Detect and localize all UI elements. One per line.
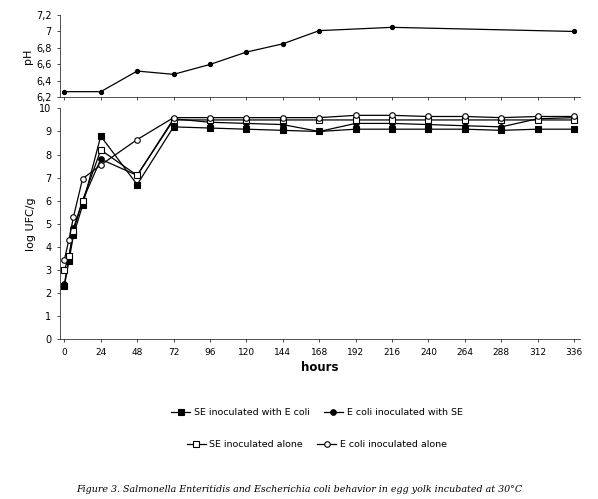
E coli inoculated with SE [534,116,541,122]
SE inoculated alone [388,117,395,123]
Y-axis label: log UFC/g: log UFC/g [26,197,36,250]
Legend: SE inoculated with E coli, E coli inoculated with SE: SE inoculated with E coli, E coli inocul… [171,408,463,417]
SE inoculated with E coli [97,133,104,139]
E coli inoculated with SE [206,119,213,125]
Line: SE inoculated with E coli: SE inoculated with E coli [62,124,576,289]
E coli inoculated with SE [388,120,395,126]
SE inoculated with E coli [425,126,432,132]
E coli inoculated with SE [243,120,250,126]
SE inoculated alone [170,117,177,123]
SE inoculated with E coli [170,124,177,130]
E coli inoculated alone [279,115,286,121]
E coli inoculated with SE [70,226,77,232]
Line: SE inoculated alone: SE inoculated alone [62,117,576,273]
E coli inoculated alone [570,113,578,119]
SE inoculated alone [279,117,286,123]
SE inoculated alone [243,117,250,123]
E coli inoculated alone [170,115,177,121]
E coli inoculated alone [97,162,104,168]
E coli inoculated alone [206,115,213,121]
SE inoculated with E coli [133,182,141,188]
SE inoculated alone [316,117,323,123]
SE inoculated alone [570,117,578,123]
E coli inoculated alone [79,176,86,182]
E coli inoculated alone [243,115,250,121]
SE inoculated with E coli [279,127,286,133]
SE inoculated with E coli [352,126,359,132]
Line: E coli inoculated with SE: E coli inoculated with SE [62,115,576,287]
E coli inoculated with SE [79,198,86,204]
Text: Figure 3. Salmonella Enteritidis and Escherichia coli behavior in egg yolk incub: Figure 3. Salmonella Enteritidis and Esc… [76,485,522,494]
SE inoculated alone [61,267,68,273]
SE inoculated alone [65,253,72,259]
SE inoculated alone [79,198,86,204]
SE inoculated with E coli [388,126,395,132]
E coli inoculated with SE [97,156,104,162]
E coli inoculated with SE [133,172,141,178]
SE inoculated alone [133,172,141,178]
SE inoculated with E coli [570,126,578,132]
E coli inoculated with SE [170,116,177,122]
X-axis label: hours: hours [301,361,338,374]
E coli inoculated alone [534,113,541,119]
E coli inoculated alone [388,112,395,118]
SE inoculated with E coli [461,126,468,132]
E coli inoculated with SE [498,124,505,130]
E coli inoculated with SE [61,281,68,287]
E coli inoculated alone [316,115,323,121]
E coli inoculated with SE [352,120,359,126]
E coli inoculated alone [70,214,77,220]
E coli inoculated alone [498,115,505,121]
SE inoculated with E coli [70,233,77,239]
Legend: SE inoculated alone, E coli inoculated alone: SE inoculated alone, E coli inoculated a… [187,441,447,450]
SE inoculated with E coli [316,129,323,135]
E coli inoculated alone [133,137,141,143]
SE inoculated with E coli [79,203,86,209]
SE inoculated alone [425,117,432,123]
SE inoculated alone [498,117,505,123]
E coli inoculated with SE [279,122,286,128]
SE inoculated alone [534,117,541,123]
SE inoculated with E coli [534,126,541,132]
SE inoculated with E coli [243,126,250,132]
SE inoculated with E coli [61,283,68,289]
SE inoculated alone [461,117,468,123]
E coli inoculated with SE [316,129,323,135]
Y-axis label: pH: pH [23,48,33,64]
Line: E coli inoculated alone: E coli inoculated alone [62,113,576,262]
SE inoculated alone [206,117,213,123]
SE inoculated with E coli [206,125,213,131]
SE inoculated alone [352,117,359,123]
E coli inoculated with SE [65,255,72,261]
E coli inoculated alone [352,112,359,118]
SE inoculated with E coli [65,258,72,264]
E coli inoculated alone [425,113,432,119]
SE inoculated alone [97,147,104,153]
E coli inoculated with SE [461,123,468,129]
E coli inoculated alone [65,237,72,243]
E coli inoculated alone [461,113,468,119]
SE inoculated with E coli [498,127,505,133]
E coli inoculated with SE [425,122,432,128]
SE inoculated alone [70,228,77,234]
E coli inoculated with SE [570,115,578,121]
E coli inoculated alone [61,256,68,262]
